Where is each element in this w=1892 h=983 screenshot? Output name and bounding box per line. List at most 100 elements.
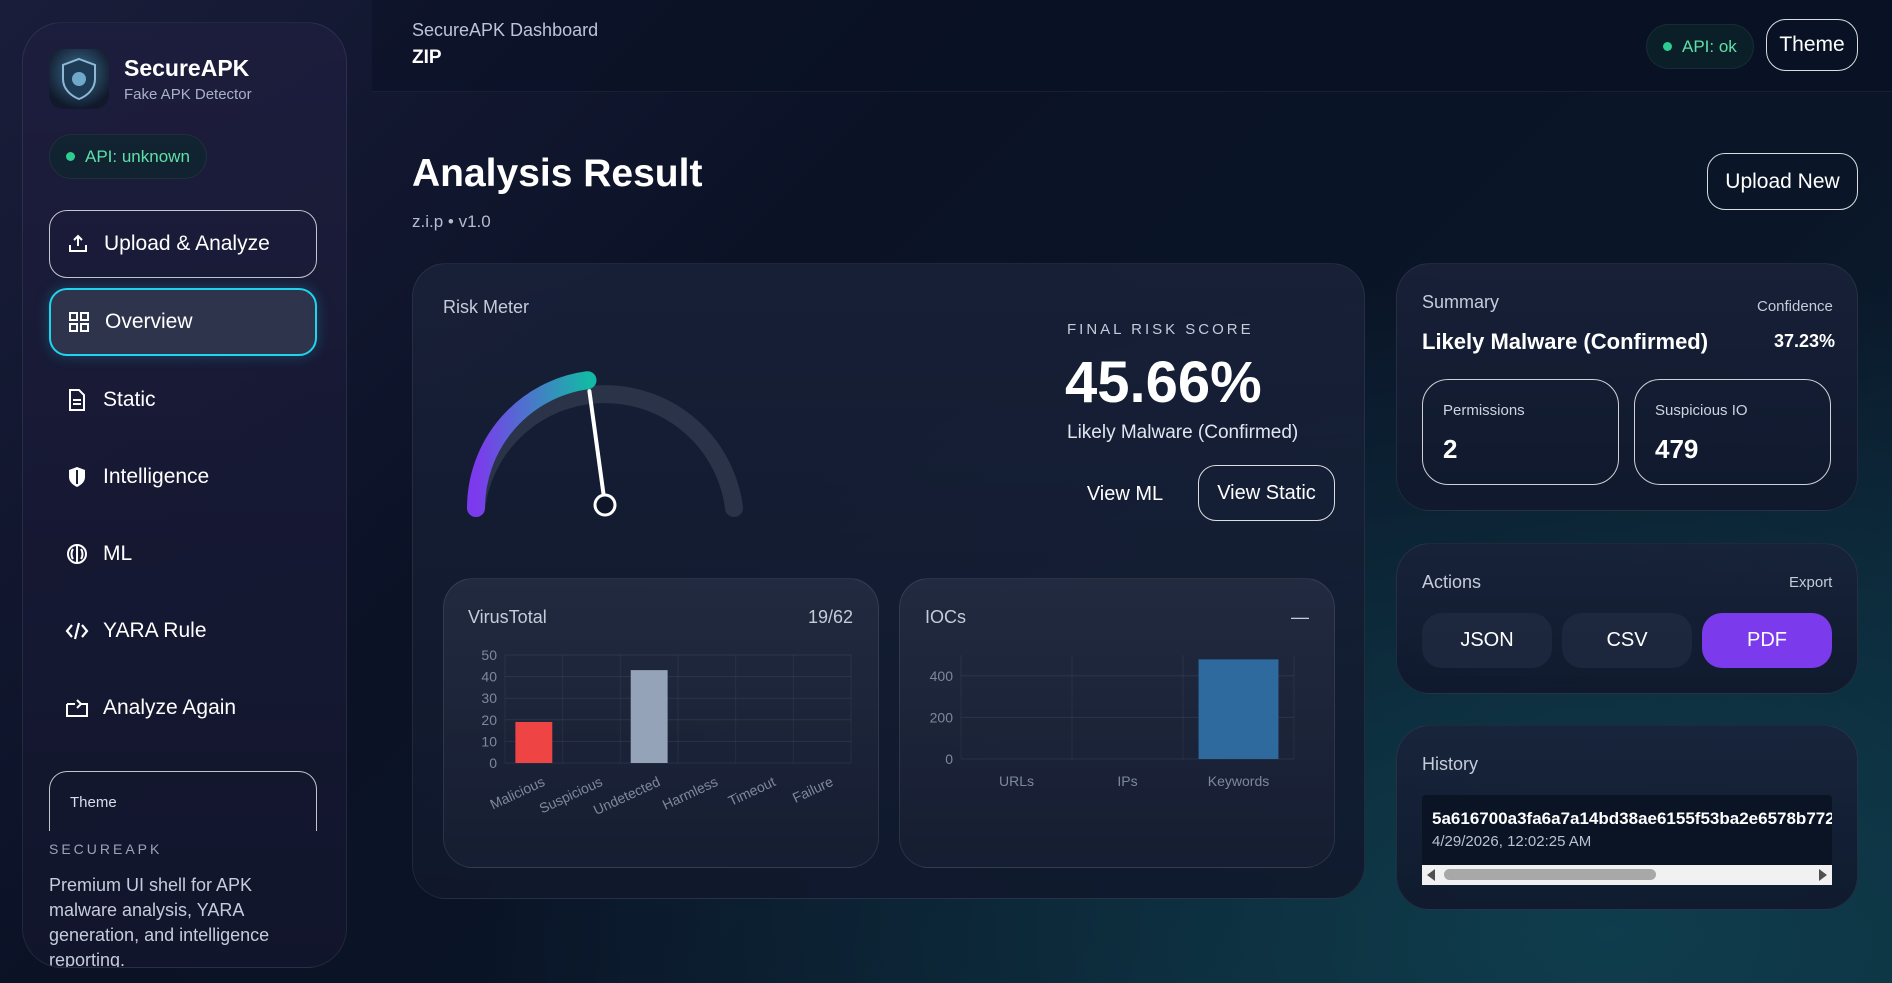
footer-caption: SECUREAPK [49,841,163,857]
suspicious-io-value: 479 [1655,434,1699,464]
history-timestamp: 4/29/2026, 12:02:25 AM [1432,833,1592,850]
y-tick-label: 400 [930,668,954,684]
export-label: Export [1789,574,1833,591]
gauge-needle [587,389,607,507]
scroll-left-arrow-icon[interactable] [1427,869,1435,881]
risk-gauge [467,371,743,517]
api-status-badge: API: unknown [49,134,207,179]
sidebar-footer: SECUREAPK Premium UI shell for APK malwa… [49,841,324,968]
sidebar-item-label: Intelligence [103,465,210,488]
summary-card [1396,263,1858,511]
permissions-value: 2 [1443,434,1458,464]
export-csv-button[interactable]: CSV [1562,613,1692,668]
sidebar-theme-select[interactable]: Theme [49,771,317,831]
topbar: SecureAPK Dashboard ZIP API: ok Theme [372,0,1892,92]
upload-icon [66,232,90,256]
x-tick-label: Timeout [726,773,778,809]
history-hash: 5a616700a3fa6a7a14bd38ae6155f53ba2e6578b… [1432,809,1832,828]
y-tick-label: 30 [481,690,497,706]
export-json-button[interactable]: JSON [1422,613,1552,668]
code-icon [65,619,89,643]
suspicious-io-label: Suspicious IO [1655,402,1748,419]
iocs-extra: — [1291,607,1309,627]
document-icon [65,388,89,412]
sidebar: SecureAPK Fake APK Detector API: unknown… [22,22,347,968]
view-static-button[interactable]: View Static [1198,465,1335,521]
sidebar-item-label: Upload & Analyze [104,232,270,255]
x-tick-label: Failure [790,773,836,806]
page-title: Analysis Result [412,152,703,195]
y-tick-label: 40 [481,669,497,685]
suspicious-io-stat: Suspicious IO 479 [1634,379,1831,485]
sidebar-item-yara-rule[interactable]: YARA Rule [49,597,317,665]
scrollbar-thumb[interactable] [1444,869,1656,880]
permissions-label: Permissions [1443,402,1525,419]
api-status-text: API: ok [1682,36,1737,56]
x-tick-label: Harmless [660,773,720,812]
bar [515,721,553,763]
x-tick-label: Keywords [1208,773,1269,789]
brain-icon [65,542,89,566]
theme-label: Theme [70,794,117,811]
iocs-title: IOCs [925,607,967,627]
page-subtitle: z.i.p • v1.0 [412,212,491,231]
status-dot-icon [66,152,75,161]
summary-verdict: Likely Malware (Confirmed) [1422,329,1709,354]
virustotal-chart: 01020304050MaliciousSuspiciousUndetected… [481,647,852,818]
sidebar-item-label: ML [103,542,133,565]
summary-label: Summary [1422,292,1500,312]
brand: SecureAPK Fake APK Detector [49,49,252,109]
sidebar-item-static[interactable]: Static [49,366,317,434]
y-tick-label: 0 [489,755,497,771]
iocs-chart: 0 200 400 URLs IPs Keywords [930,655,1295,789]
upload-new-button[interactable]: Upload New [1707,153,1858,210]
theme-button[interactable]: Theme [1766,19,1858,71]
bar [1198,659,1279,759]
scroll-right-arrow-icon[interactable] [1819,869,1827,881]
api-status-badge: API: ok [1646,24,1754,69]
sidebar-item-analyze-again[interactable]: Analyze Again [49,674,317,742]
sidebar-item-overview[interactable]: Overview [49,288,317,356]
sidebar-item-label: Overview [105,310,193,333]
y-tick-label: 20 [481,712,497,728]
y-tick-label: 50 [481,647,497,663]
export-pdf-button[interactable]: PDF [1702,613,1832,668]
gauge-pivot [593,493,617,517]
sidebar-item-label: Static [103,388,156,411]
status-dot-icon [1663,42,1672,51]
x-tick-label: URLs [999,773,1034,789]
brand-name: SecureAPK [124,55,250,81]
confidence-label: Confidence [1757,298,1833,315]
virustotal-ratio: 19/62 [808,607,854,627]
sidebar-item-label: YARA Rule [103,619,207,642]
brand-subtitle: Fake APK Detector [124,86,252,103]
topbar-title: ZIP [412,47,442,68]
sidebar-item-intelligence[interactable]: Intelligence [49,443,317,511]
api-status-text: API: unknown [85,146,190,166]
sidebar-item-label: Analyze Again [103,696,237,719]
reanalyze-icon [65,696,89,720]
actions-label: Actions [1422,572,1482,592]
shield-icon [65,465,89,489]
virustotal-title: VirusTotal [468,607,547,627]
history-label: History [1422,754,1479,774]
risk-meter-label: Risk Meter [443,297,530,317]
sidebar-item-upload-analyze[interactable]: Upload & Analyze [49,210,317,278]
grid-icon [67,310,91,334]
y-tick-label: 0 [945,751,953,767]
x-tick-label: IPs [1117,773,1137,789]
final-risk-score: 45.66% [1065,350,1262,415]
permissions-stat: Permissions 2 [1422,379,1619,485]
footer-description: Premium UI shell for APK malware analysi… [49,875,270,968]
gauge-fill [467,371,597,517]
shield-logo-icon [49,49,109,109]
history-scrollbar[interactable] [1422,865,1832,885]
bar [630,670,668,763]
view-ml-button[interactable]: View ML [1086,482,1164,505]
confidence-value: 37.23% [1774,331,1836,351]
x-tick-label: Undetected [591,773,663,818]
y-tick-label: 200 [930,709,954,725]
sidebar-item-ml[interactable]: ML [49,520,317,588]
y-tick-label: 10 [481,733,497,749]
risk-verdict: Likely Malware (Confirmed) [1067,422,1299,443]
